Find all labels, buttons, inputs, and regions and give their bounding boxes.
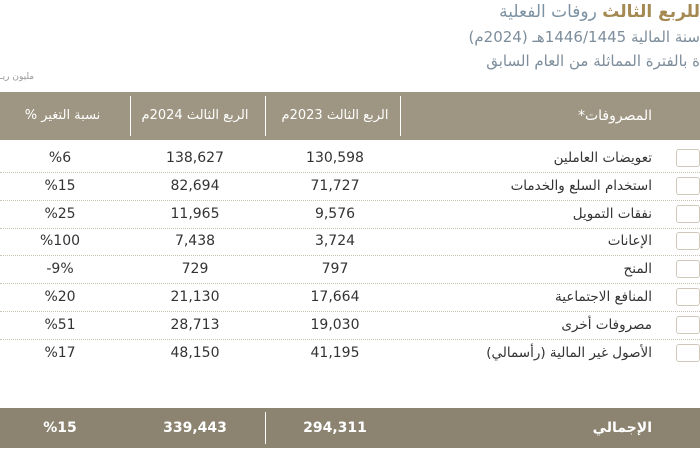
row-label: المنح [623, 261, 652, 278]
total-value: %15 [43, 420, 77, 436]
cell-value: 797 [321, 261, 349, 278]
row-label: الإعانات [607, 233, 652, 250]
cell-value: 71,727 [310, 177, 360, 194]
cell-value: 729 [181, 261, 209, 278]
total-value: 294,311 [303, 420, 367, 436]
row-icon [676, 149, 700, 167]
cell-value: 17,664 [310, 289, 360, 305]
cell-value: 3,724 [314, 233, 356, 250]
cell-value: %51 [44, 316, 76, 333]
row-icon [676, 343, 700, 362]
row-separator [0, 311, 700, 312]
subtitle: سنة المالية 1446/1445هـ (2024م) [468, 28, 700, 46]
row-icon [676, 232, 700, 251]
row-icon [676, 260, 700, 279]
row-separator [0, 255, 700, 257]
row-label: استخدام السلع والخدمات [510, 177, 652, 194]
cell-value: 41,195 [310, 344, 360, 361]
total-label: الإجمالي [592, 420, 652, 436]
cell-value: %17 [44, 344, 76, 361]
header-band [0, 92, 700, 140]
row-label: نفقات التمويل [572, 205, 652, 222]
cell-value: 21,130 [170, 289, 220, 305]
divider [265, 96, 266, 136]
row-label: المنافع الاجتماعية [555, 289, 652, 305]
column-header: نسبة التغير % [24, 108, 101, 123]
column-header: الربع الثالث 2023م [281, 108, 389, 123]
divider [265, 412, 266, 444]
unit: مليون ريـ [0, 72, 35, 82]
row-label: الأصول غير المالية (رأسمالي) [486, 344, 652, 361]
row-label: مصروفات أخرى [561, 316, 652, 333]
cell-value: -9% [46, 261, 74, 278]
cell-value: 19,030 [310, 316, 360, 333]
divider [400, 96, 401, 136]
note: ة بالفترة المماثلة من العام السابق [486, 52, 700, 70]
cell-value: %20 [44, 289, 76, 305]
title-text: روفات الفعلية [499, 2, 597, 22]
total-value: 339,443 [163, 420, 227, 436]
row-separator [0, 338, 700, 340]
cell-value: 7,438 [174, 233, 216, 250]
cell-value: 130,598 [306, 150, 364, 166]
row-icon [676, 315, 700, 334]
total-band [0, 408, 700, 448]
cell-value: 11,965 [170, 205, 220, 222]
row-separator [0, 172, 700, 173]
row-icon [676, 204, 700, 223]
cell-value: 9,576 [314, 205, 356, 222]
divider [130, 96, 131, 136]
cell-value: %100 [39, 233, 81, 250]
title: للربع الثالث روفات الفعلية [499, 2, 700, 22]
row-separator [0, 283, 700, 285]
cell-value: 28,713 [170, 316, 220, 333]
cell-value: 48,150 [170, 344, 220, 361]
row-separator [0, 199, 700, 201]
row-icon [676, 288, 700, 306]
cell-value: %25 [44, 205, 76, 222]
cell-value: 138,627 [166, 150, 224, 166]
row-separator [0, 227, 700, 229]
cell-value: %15 [44, 177, 76, 194]
cell-value: 82,694 [170, 177, 220, 194]
row-label: تعويضات العاملين [553, 150, 652, 166]
column-header: المصروفات* [577, 108, 652, 124]
title-highlight: للربع الثالث [602, 2, 700, 22]
row-icon [676, 176, 700, 195]
column-header: الربع الثالث 2024م [141, 108, 249, 123]
cell-value: %6 [48, 150, 72, 166]
